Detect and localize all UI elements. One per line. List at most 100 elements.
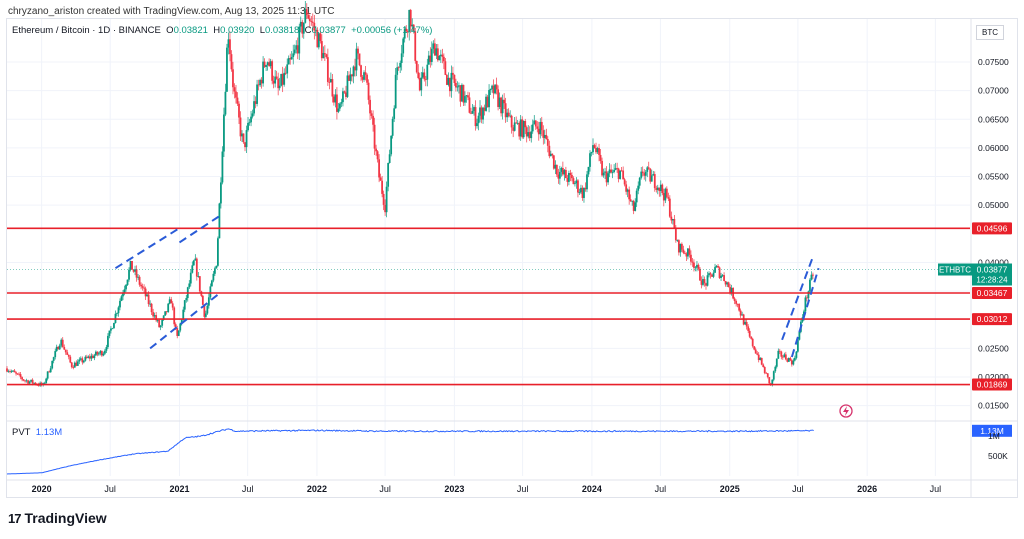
level-price-badge [972,286,1012,299]
candle-body [491,85,493,90]
candle-body [554,164,557,169]
level-price-label: 0.03467 [977,288,1008,298]
candle-body [7,371,10,373]
level-price-label: 0.03012 [977,314,1008,324]
candle-body [528,132,531,139]
candle-body [552,155,555,169]
candle-body [432,43,435,49]
candle-body [551,153,554,156]
candle-body [156,320,159,321]
x-tick-label: Jul [792,484,804,494]
candle-body [275,76,278,79]
candle-body [682,249,685,253]
candle-body [183,300,186,310]
candle-body [79,358,82,360]
candle-body [164,311,167,316]
currency-tag[interactable]: BTC [976,25,1004,40]
candle-body [786,359,789,362]
candle-body [714,267,716,273]
candle-body [82,360,85,363]
candle-body [712,272,715,277]
candle-body [659,184,662,191]
candle-body [227,39,230,48]
candle-body [18,373,20,375]
lightning-bolt-icon [843,406,849,416]
symbol-name[interactable]: Ethereum / Bitcoin · 1D · BINANCE [12,25,161,36]
candle-body [414,31,417,61]
candle-body [203,304,206,317]
candle-body [307,15,310,19]
candle-body [354,66,356,71]
candle-body [317,33,320,48]
candle-body [447,77,450,85]
candle-body [406,31,409,33]
candle-body [218,203,221,239]
candle-body [49,368,52,373]
candle-body [348,75,350,81]
candle-body [667,197,670,199]
candle-body [101,351,103,356]
candle-body [168,299,171,304]
symbol-badge-label: ETHBTC [939,266,971,275]
candle-body [720,275,722,278]
candle-body [369,99,371,114]
candle-body [693,262,695,268]
candle-body [518,122,521,137]
candle-body [394,74,397,109]
candle-body [384,204,387,213]
candle-body [409,9,412,27]
candle-body [711,274,713,277]
candle-body [150,303,153,313]
candle-body [780,351,783,357]
candle-body [360,65,362,77]
candle-body [806,297,808,299]
candle-body [486,96,489,108]
candle-body [784,354,787,360]
last-price-value: 0.03877 [977,265,1008,275]
candle-body [171,303,174,308]
candle-body [290,57,293,60]
pvt-axis-label: 1M [988,431,1000,441]
candle-body [256,84,258,104]
candle-body [468,97,471,113]
candle-body [94,351,97,356]
candle-body [790,360,793,365]
candle-body [626,189,629,192]
candle-body [46,371,49,379]
candle-body [641,171,644,174]
candle-body [467,95,469,98]
candle-body [610,169,612,173]
candle-body [27,380,29,384]
trendline [178,215,220,244]
candle-body [153,315,156,317]
candle-body [465,95,468,97]
candle-body [510,115,513,128]
x-tick-label: 2024 [582,484,602,494]
candle-body [299,21,302,27]
x-tick-label: 2022 [307,484,327,494]
candle-body [527,132,530,137]
candle-body [607,173,609,183]
candle-body [617,168,620,179]
candle-body [497,89,500,107]
candle-body [590,152,593,154]
candle-body [628,189,631,200]
candle-body [209,286,212,298]
candle-body [342,91,344,103]
candle-body [346,75,349,97]
candle-body [248,122,251,124]
candle-body [331,79,334,97]
candle-body [444,61,447,75]
lightning-icon [839,404,853,418]
candle-body [230,54,233,70]
candle-body [498,97,501,107]
candle-body [739,310,742,316]
candle-body [774,366,777,372]
candle-body [191,265,194,273]
candle-body [355,48,358,71]
candle-body [90,355,93,359]
candle-body [753,346,756,350]
candle-body [658,187,661,191]
pvt-name[interactable]: PVT [12,427,31,438]
candle-body [581,187,584,198]
